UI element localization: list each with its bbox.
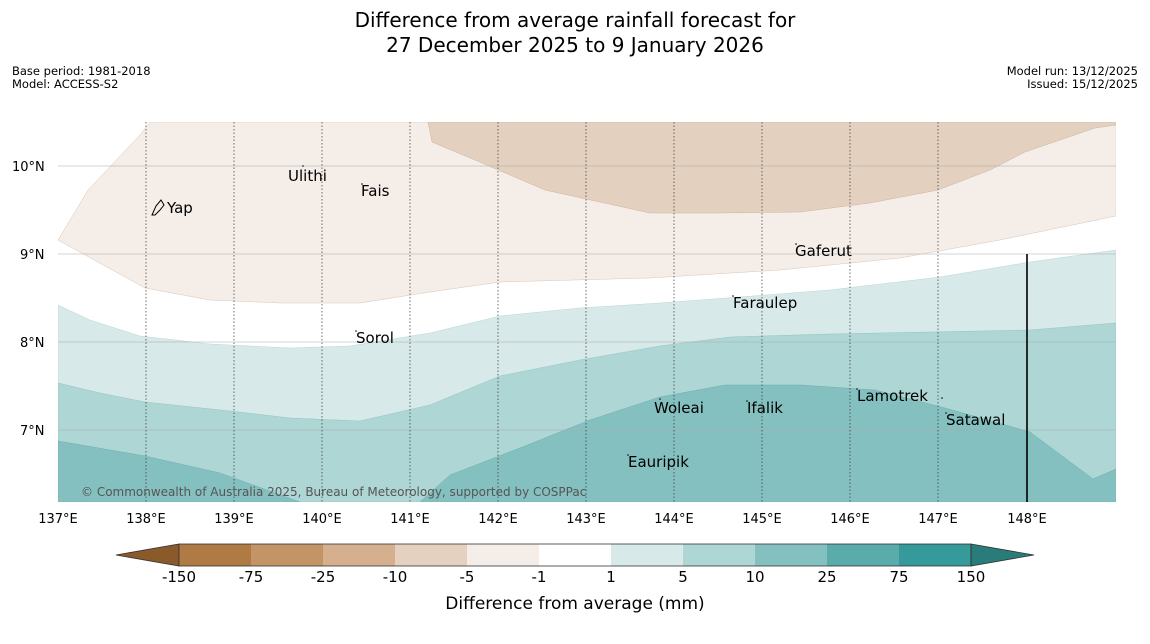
model-run-text: Model run: 13/12/2025	[1006, 64, 1138, 78]
place-label-yap: Yap	[166, 199, 193, 217]
island-dot-sorol	[355, 330, 357, 332]
lat-label-8: 8°N	[20, 336, 45, 351]
contour-band-neg10-neg5	[427, 122, 1116, 214]
yap-island-shape	[151, 199, 165, 216]
copyright-text: © Commonwealth of Australia 2025, Bureau…	[81, 485, 586, 499]
model-text: Model: ACCESS-S2	[12, 77, 119, 91]
place-label-fais: Fais	[361, 182, 390, 200]
island-dot-lamotrek	[856, 388, 858, 390]
map-area: Yap Ulithi Fais Sorol Gaferut Faraulep W…	[58, 122, 1116, 502]
place-label-sorol: Sorol	[356, 329, 394, 347]
place-label-gaferut: Gaferut	[795, 242, 852, 260]
issued-text: Issued: 15/12/2025	[1027, 77, 1138, 91]
place-label-ifalik: Ifalik	[747, 399, 783, 417]
cb-tick-label-10: 25	[817, 568, 836, 586]
lon-label-142: 142°E	[478, 512, 518, 527]
colorbar-segment-2	[251, 544, 323, 566]
base-period-text: Base period: 1981-2018	[12, 64, 151, 78]
cb-tick-label-9: 10	[745, 568, 764, 586]
lon-label-145: 145°E	[742, 512, 782, 527]
colorbar-segment-8	[683, 544, 755, 566]
colorbar-segment-11	[899, 544, 971, 566]
meta-right: Model run: 13/12/2025 Issued: 15/12/2025	[1007, 65, 1138, 91]
colorbar-title: Difference from average (mm)	[445, 594, 704, 614]
meta-left: Base period: 1981-2018 Model: ACCESS-S2	[12, 65, 151, 91]
colorbar	[115, 543, 1035, 567]
colorbar-segment-6	[539, 544, 611, 566]
place-label-faraulep: Faraulep	[733, 294, 797, 312]
lon-label-139: 139°E	[214, 512, 254, 527]
title-line-1: Difference from average rainfall forecas…	[354, 8, 796, 32]
island-dot-ifalik	[746, 400, 748, 402]
cb-tick-label-12: 150	[957, 568, 986, 586]
lon-label-147: 147°E	[918, 512, 958, 527]
lat-label-9: 9°N	[20, 248, 45, 263]
cb-tick-label-8: 5	[678, 568, 688, 586]
place-label-woleai: Woleai	[654, 399, 704, 417]
island-dot-eauripik	[627, 454, 629, 456]
island-dot-woleai	[659, 398, 661, 400]
island-dot-ulithi	[302, 165, 304, 167]
lon-label-137: 137°E	[38, 512, 78, 527]
lon-label-144: 144°E	[654, 512, 694, 527]
island-dot-satawal	[945, 412, 947, 414]
longitude-gridlines	[145, 122, 939, 502]
colorbar-segment-5	[467, 544, 539, 566]
lon-label-148: 148°E	[1007, 512, 1047, 527]
colorbar-frame	[178, 543, 972, 567]
cb-tick-label-5: -5	[460, 568, 475, 586]
colorbar-arrow-left	[115, 543, 180, 567]
lon-label-138: 138°E	[126, 512, 166, 527]
island-markers	[302, 165, 947, 456]
title-line-2: 27 December 2025 to 9 January 2026	[386, 33, 764, 57]
cb-tick-label-7: 1	[606, 568, 616, 586]
colorbar-tick-labels: -150 -75 -25 -10 -5 -1 1 5 10 25 75 150	[162, 568, 985, 586]
place-label-lamotrek: Lamotrek	[857, 387, 928, 405]
island-dot-lamotrek-2	[941, 397, 943, 399]
lat-label-10: 10°N	[12, 160, 45, 175]
cb-tick-label-2: -75	[239, 568, 264, 586]
island-dot-faraulep	[732, 295, 734, 297]
colorbar-segment-10	[827, 544, 899, 566]
island-dot-gaferut	[795, 243, 797, 245]
chart-title: Difference from average rainfall forecas…	[0, 8, 1150, 58]
lat-label-7: 7°N	[20, 424, 45, 439]
contour-band-10-25-east	[419, 384, 1116, 502]
colorbar-segment-3	[323, 544, 395, 566]
island-dot-fais	[361, 183, 363, 185]
lon-label-143: 143°E	[566, 512, 606, 527]
colorbar-segment-1	[179, 544, 251, 566]
place-label-eauripik: Eauripik	[628, 453, 689, 471]
cb-tick-label-6: -1	[532, 568, 547, 586]
place-label-ulithi: Ulithi	[288, 167, 327, 185]
cb-tick-label-11: 75	[889, 568, 908, 586]
cb-tick-label-3: -25	[311, 568, 336, 586]
cb-tick-label-1: -150	[162, 568, 196, 586]
colorbar-segment-7	[611, 544, 683, 566]
lon-label-141: 141°E	[390, 512, 430, 527]
lon-labels: 137°E 138°E 139°E 140°E 141°E 142°E 143°…	[38, 512, 1047, 527]
place-label-satawal: Satawal	[946, 411, 1005, 429]
colorbar-segment-9	[755, 544, 827, 566]
contour-band-10-25	[58, 440, 301, 502]
colorbar-arrow-right	[970, 543, 1035, 567]
lon-label-140: 140°E	[302, 512, 342, 527]
colorbar-segment-4	[395, 544, 467, 566]
cb-tick-label-4: -10	[383, 568, 408, 586]
lon-label-146: 146°E	[830, 512, 870, 527]
